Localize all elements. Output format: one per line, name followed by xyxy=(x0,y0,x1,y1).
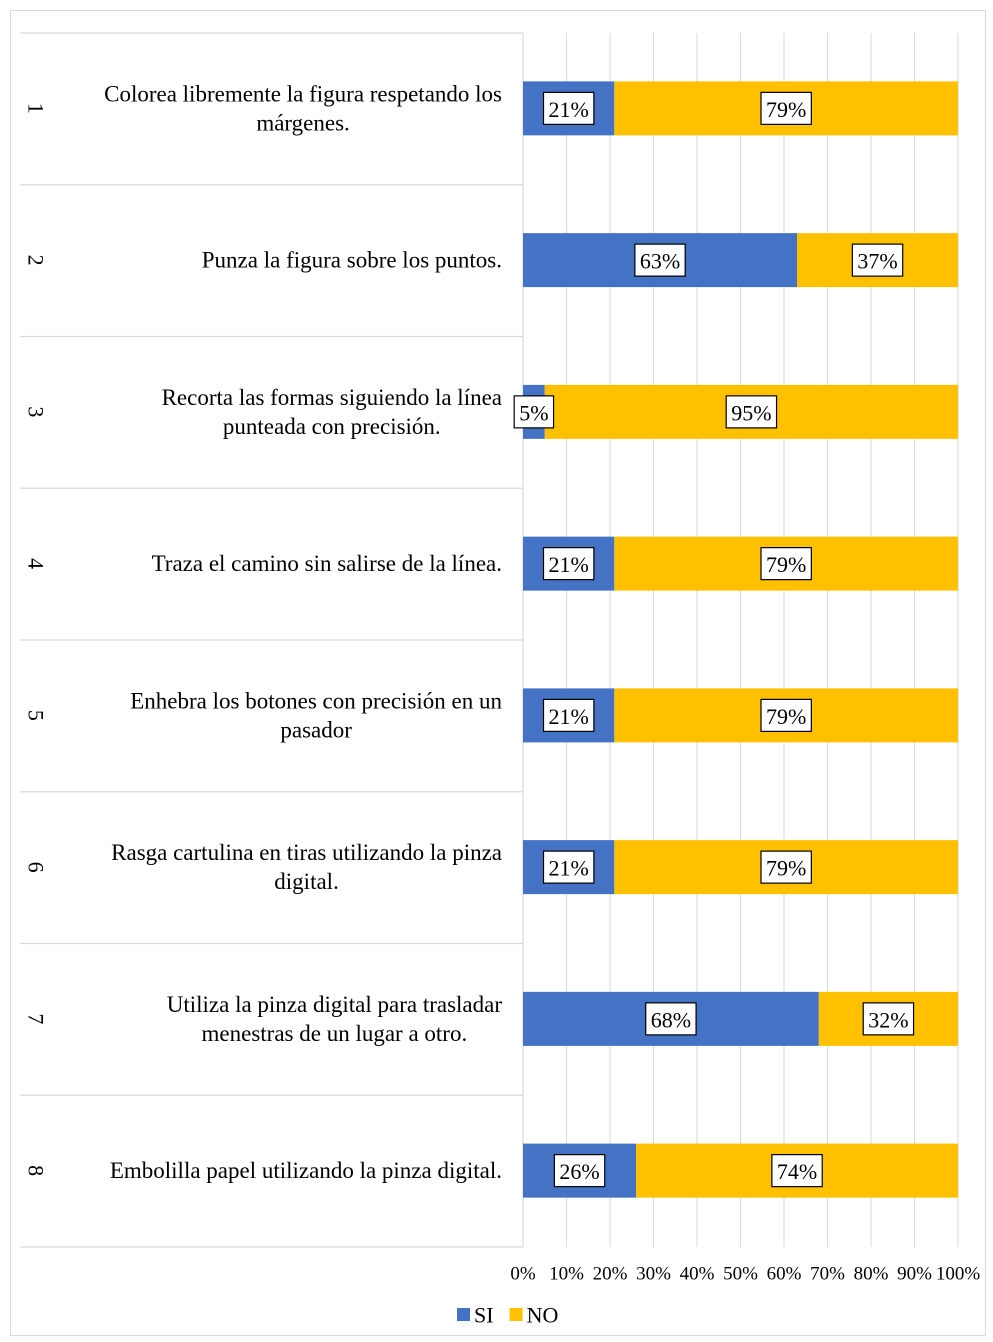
data-label-no: 79% xyxy=(760,698,812,732)
category-labels: 1 Colorea libremente la figura respetando… xyxy=(24,81,503,1183)
x-tick-label: 20% xyxy=(593,1264,628,1285)
data-label-si: 21% xyxy=(542,547,595,581)
data-labels: 21% 79% 63% 37% 5% 95% 21% 79% 21% 79% 21% 79% 68% 32… xyxy=(513,91,915,1188)
legend-label-no: NO xyxy=(527,1303,559,1328)
data-label-text: 79% xyxy=(766,552,806,577)
category-number: 8 xyxy=(24,1165,49,1176)
data-label-text: 37% xyxy=(857,249,897,274)
x-axis-ticks: 0% 10% 20% 30% 40% 50% 60% 70% 80% 90% 100% xyxy=(510,1264,980,1285)
x-tick-label: 0% xyxy=(510,1264,536,1285)
data-label-no: 79% xyxy=(760,850,812,884)
data-label-text: 79% xyxy=(766,856,806,881)
data-label-text: 79% xyxy=(766,704,806,729)
data-label-text: 68% xyxy=(651,1007,691,1032)
category-number: 6 xyxy=(24,862,49,873)
category-label: Enhebra los botones con precisión en un p… xyxy=(130,688,502,742)
data-label-text: 5% xyxy=(519,400,548,425)
category-number: 5 xyxy=(24,710,49,721)
data-label-si: 68% xyxy=(645,1002,697,1036)
category-number: 1 xyxy=(24,103,49,114)
category-number: 3 xyxy=(24,406,49,417)
category-label: Embolilla papel utilizando la pinza digi… xyxy=(110,1158,502,1183)
data-label-text: 21% xyxy=(549,97,589,122)
x-tick-label: 30% xyxy=(636,1264,671,1285)
data-label-no: 79% xyxy=(760,547,812,581)
data-label-text: 26% xyxy=(559,1159,599,1184)
legend-swatch-no xyxy=(509,1308,523,1321)
data-label-text: 21% xyxy=(549,704,589,729)
data-label-si: 21% xyxy=(542,698,595,732)
category-label: Recorta las formas siguiendo la línea pun… xyxy=(162,385,502,439)
x-tick-label: 100% xyxy=(936,1264,981,1285)
x-tick-label: 60% xyxy=(767,1264,802,1285)
x-tick-label: 10% xyxy=(549,1264,584,1285)
data-label-si: 26% xyxy=(553,1154,606,1188)
x-tick-label: 90% xyxy=(897,1264,932,1285)
chart-border xyxy=(10,10,986,1336)
data-label-text: 79% xyxy=(766,97,806,122)
x-tick-label: 50% xyxy=(723,1264,758,1285)
category-label: Colorea libremente la figura respetando … xyxy=(104,81,502,135)
category-number: 7 xyxy=(24,1013,49,1024)
data-label-text: 32% xyxy=(868,1007,908,1032)
data-label-text: 74% xyxy=(777,1159,817,1184)
data-label-no: 95% xyxy=(725,395,778,429)
data-label-si: 21% xyxy=(542,91,595,125)
category-number: 4 xyxy=(24,558,49,569)
legend: SI NO xyxy=(457,1303,558,1328)
data-label-no: 37% xyxy=(851,243,904,277)
category-label: Traza el camino sin salirse de la línea. xyxy=(152,551,502,576)
legend-label-si: SI xyxy=(474,1303,494,1328)
data-label-si: 21% xyxy=(542,850,595,884)
category-number: 2 xyxy=(24,255,49,266)
data-label-text: 21% xyxy=(549,856,589,881)
data-label-si: 63% xyxy=(634,243,686,277)
x-tick-label: 80% xyxy=(854,1264,889,1285)
data-label-no: 74% xyxy=(771,1154,823,1188)
x-tick-label: 70% xyxy=(810,1264,845,1285)
data-label-text: 63% xyxy=(640,249,680,274)
legend-swatch-si xyxy=(457,1308,470,1321)
category-label: Utiliza la pinza digital para trasladar m… xyxy=(167,992,503,1046)
data-label-text: 95% xyxy=(731,400,771,425)
x-tick-label: 40% xyxy=(680,1264,715,1285)
data-label-no: 32% xyxy=(862,1002,915,1036)
data-label-si: 5% xyxy=(513,395,555,429)
data-label-text: 21% xyxy=(549,552,589,577)
category-label: Punza la figura sobre los puntos. xyxy=(202,248,502,273)
category-label: Rasga cartulina en tiras utilizando la p… xyxy=(111,840,502,894)
data-label-no: 79% xyxy=(760,91,812,125)
